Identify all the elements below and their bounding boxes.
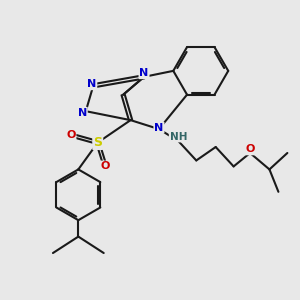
Text: N: N: [78, 108, 87, 118]
Text: N: N: [154, 123, 164, 133]
Text: NH: NH: [169, 132, 187, 142]
Text: S: S: [93, 136, 102, 149]
Text: N: N: [140, 68, 149, 78]
Text: O: O: [100, 161, 110, 171]
Text: O: O: [245, 144, 255, 154]
Text: N: N: [87, 79, 96, 89]
Text: O: O: [66, 130, 76, 140]
